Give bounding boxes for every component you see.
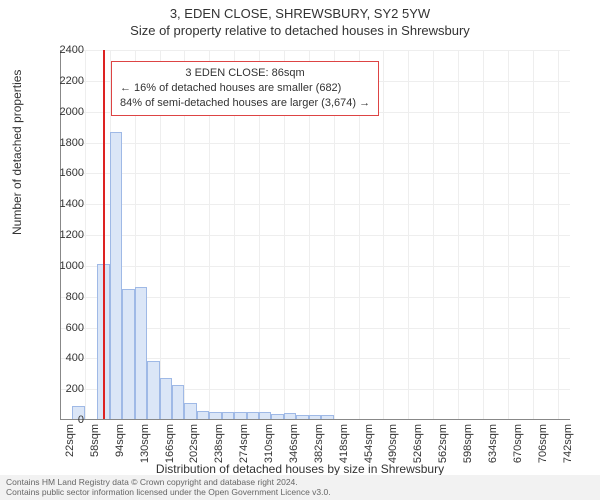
x-tick-label: 202sqm — [188, 424, 200, 463]
grid-line-h — [60, 50, 570, 51]
histogram-bar — [147, 361, 159, 420]
x-tick-label: 742sqm — [562, 424, 574, 463]
header: 3, EDEN CLOSE, SHREWSBURY, SY2 5YW Size … — [0, 0, 600, 38]
grid-line-h — [60, 173, 570, 174]
x-tick-label: 274sqm — [238, 424, 250, 463]
x-tick-label: 634sqm — [487, 424, 499, 463]
chart-subtitle: Size of property relative to detached ho… — [0, 23, 600, 38]
x-tick-label: 598sqm — [462, 424, 474, 463]
chart-container: 3, EDEN CLOSE, SHREWSBURY, SY2 5YW Size … — [0, 0, 600, 500]
histogram-bar — [110, 132, 122, 420]
y-tick-label: 1800 — [44, 137, 84, 149]
y-tick-label: 2200 — [44, 75, 84, 87]
x-tick-label: 562sqm — [437, 424, 449, 463]
x-tick-label: 94sqm — [114, 424, 126, 457]
histogram-bar — [122, 289, 134, 420]
histogram-bar — [135, 287, 147, 420]
grid-line-v — [433, 50, 434, 420]
grid-line-h — [60, 204, 570, 205]
info-box-line: ← 16% of detached houses are smaller (68… — [120, 81, 370, 96]
info-box-line: 84% of semi-detached houses are larger (… — [120, 96, 370, 111]
y-tick-label: 1000 — [44, 260, 84, 272]
y-axis-title: Number of detached properties — [10, 70, 24, 235]
footer-line-1: Contains HM Land Registry data © Crown c… — [6, 477, 594, 488]
x-tick-label: 490sqm — [387, 424, 399, 463]
grid-line-v — [508, 50, 509, 420]
y-tick-label: 1200 — [44, 229, 84, 241]
info-box-line: 3 EDEN CLOSE: 86sqm — [120, 66, 370, 81]
x-tick-label: 670sqm — [512, 424, 524, 463]
x-tick-label: 166sqm — [164, 424, 176, 463]
x-tick-label: 706sqm — [537, 424, 549, 463]
grid-line-v — [558, 50, 559, 420]
y-tick-label: 200 — [44, 383, 84, 395]
x-tick-label: 454sqm — [363, 424, 375, 463]
y-tick-label: 1600 — [44, 167, 84, 179]
y-tick-label: 400 — [44, 352, 84, 364]
x-tick-label: 382sqm — [313, 424, 325, 463]
grid-line-v — [533, 50, 534, 420]
footer-line-2: Contains public sector information licen… — [6, 487, 594, 498]
property-address: 3, EDEN CLOSE, SHREWSBURY, SY2 5YW — [0, 6, 600, 21]
grid-line-v — [383, 50, 384, 420]
x-tick-label: 22sqm — [64, 424, 76, 457]
grid-line-h — [60, 235, 570, 236]
histogram-bar — [184, 403, 196, 420]
property-marker-line — [103, 50, 105, 420]
grid-line-h — [60, 266, 570, 267]
y-tick-label: 600 — [44, 322, 84, 334]
y-tick-label: 1400 — [44, 198, 84, 210]
x-tick-label: 238sqm — [213, 424, 225, 463]
histogram-bar — [160, 378, 172, 420]
x-tick-label: 418sqm — [338, 424, 350, 463]
x-tick-label: 130sqm — [139, 424, 151, 463]
grid-line-v — [85, 50, 86, 420]
x-tick-label: 310sqm — [263, 424, 275, 463]
x-tick-label: 526sqm — [412, 424, 424, 463]
x-axis-line — [60, 419, 570, 420]
x-tick-label: 58sqm — [89, 424, 101, 457]
x-tick-label: 346sqm — [288, 424, 300, 463]
grid-line-h — [60, 143, 570, 144]
grid-line-v — [483, 50, 484, 420]
grid-line-v — [408, 50, 409, 420]
histogram-bar — [172, 385, 184, 420]
y-tick-label: 800 — [44, 291, 84, 303]
y-tick-label: 2000 — [44, 106, 84, 118]
grid-line-v — [458, 50, 459, 420]
footer: Contains HM Land Registry data © Crown c… — [0, 475, 600, 500]
info-box: 3 EDEN CLOSE: 86sqm← 16% of detached hou… — [111, 61, 379, 116]
y-tick-label: 2400 — [44, 44, 84, 56]
